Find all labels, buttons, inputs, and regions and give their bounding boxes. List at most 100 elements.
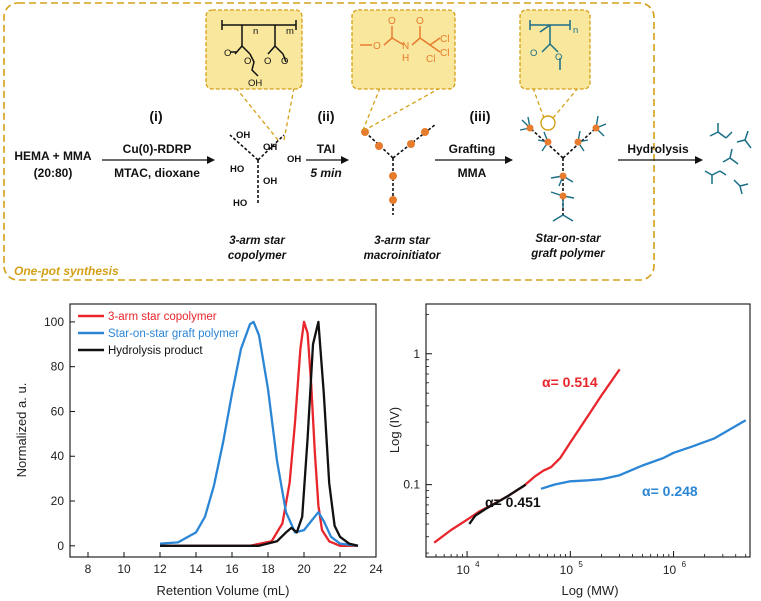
- callout3-connector: [532, 87, 579, 119]
- product3-line2: graft polymer: [530, 248, 605, 260]
- svg-text:OH: OH: [248, 78, 262, 89]
- alpha-label-hydrolysis: α= 0.451: [485, 494, 541, 510]
- svg-text:O: O: [416, 16, 424, 27]
- svg-text:O: O: [388, 16, 396, 27]
- sec-series-line-2: [160, 320, 359, 547]
- step-i-below: MTAC, dioxane: [114, 166, 200, 180]
- one-pot-frame: [3, 2, 655, 281]
- svg-text:n: n: [573, 25, 578, 36]
- sec-ytick-label: 100: [44, 315, 64, 329]
- mh-xtick-exponent: 4: [475, 560, 480, 569]
- sec-ylabel: Normalized a. u.: [14, 383, 29, 478]
- svg-text:Cl: Cl: [440, 34, 449, 45]
- callout-initiator-unit: O O N H O Cl Cl Cl: [351, 9, 456, 90]
- legend-label-hydrolysis: Hydrolysis product: [108, 345, 203, 357]
- mh-ytick-label: 1: [413, 347, 420, 361]
- oh-label-b: OH: [263, 142, 277, 153]
- step-iv-above: Hydrolysis: [627, 142, 689, 156]
- mh-xlabel: Log (MW): [561, 583, 618, 598]
- mh-series-line-1: [540, 419, 747, 490]
- svg-text:N: N: [402, 41, 409, 52]
- star-copolymer-structure: [229, 134, 285, 205]
- sec-xtick-label: 14: [189, 562, 203, 576]
- oh-label-c: OH: [287, 154, 301, 165]
- sec-xtick-label: 16: [225, 562, 239, 576]
- mark-houwink-chart: 10 4 10 5 10 6 0.1 1 Log (IV) Log (MW) α= 0.514…: [387, 303, 751, 598]
- step-i-above: Cu(0)-RDRP: [123, 142, 192, 156]
- mh-ticks: 10 4 10 5 10 6 0.1 1: [403, 313, 747, 577]
- sec-legend: 3-arm star copolymer Star-on-star graft …: [78, 311, 239, 357]
- alpha-label-graft: α= 0.248: [642, 483, 698, 499]
- sec-xtick-label: 18: [261, 562, 275, 576]
- synthesis-scheme: One-pot synthesis HEMA + MMA (20:80) (i)…: [3, 2, 752, 281]
- svg-text:O: O: [224, 48, 231, 59]
- oh-label-d: OH: [263, 176, 277, 187]
- oh-label-a: OH: [236, 130, 250, 141]
- svg-text:O: O: [244, 56, 251, 67]
- callout-copolymer-units: n m O O O O OH: [205, 9, 303, 90]
- macroinitiator-structure: [364, 123, 437, 215]
- mh-ylabel: Log (IV): [387, 407, 402, 453]
- step-iii-below: MMA: [458, 166, 487, 180]
- sec-xtick-label: 22: [333, 562, 347, 576]
- mh-xtick-label: 10: [456, 563, 470, 577]
- product1-line1: 3-arm star: [229, 235, 285, 247]
- sec-plot-frame: [69, 303, 377, 558]
- reactants-line1: HEMA + MMA: [14, 149, 92, 163]
- sec-ticks: 8 10 12 14 16 18 20 22 24 0 20 40 60 80 100: [44, 315, 383, 576]
- sec-ytick-label: 20: [51, 494, 65, 508]
- step-iii-numeral: (iii): [470, 108, 491, 124]
- mh-xtick-label: 10: [560, 563, 574, 577]
- svg-text:H: H: [402, 53, 409, 64]
- svg-text:O: O: [555, 52, 562, 63]
- sec-xlabel: Retention Volume (mL): [157, 583, 290, 598]
- mh-xtick-exponent: 5: [578, 560, 583, 569]
- mh-series-line-2: [468, 483, 527, 525]
- ho-label-b: HO: [233, 198, 247, 209]
- sec-series-line-1: [159, 320, 359, 547]
- graft-sites: [526, 124, 600, 200]
- callout-graft-unit: n O O: [519, 9, 591, 90]
- svg-text:n: n: [253, 26, 258, 37]
- sec-xtick-label: 10: [117, 562, 131, 576]
- alpha-label-copolymer: α= 0.514: [542, 374, 598, 390]
- sec-xtick-label: 24: [369, 562, 383, 576]
- graft-highlight-ring: [540, 115, 556, 131]
- step-ii-numeral: (ii): [317, 108, 334, 124]
- ho-label-a: HO: [230, 164, 244, 175]
- sec-series: [159, 320, 359, 547]
- step-i-numeral: (i): [149, 108, 162, 124]
- sec-xtick-label: 20: [297, 562, 311, 576]
- sec-ytick-label: 0: [57, 539, 64, 553]
- sec-series-line-0: [160, 320, 358, 547]
- sec-ytick-label: 80: [51, 360, 65, 374]
- sec-xtick-label: 8: [85, 562, 92, 576]
- svg-text:O: O: [373, 41, 381, 52]
- svg-text:Cl: Cl: [426, 54, 435, 65]
- callout2-connector: [362, 87, 441, 131]
- legend-label-graft: Star-on-star graft polymer: [108, 328, 239, 340]
- step-ii-above: TAI: [317, 142, 335, 156]
- product1-line2: copolymer: [228, 250, 287, 262]
- legend-label-copolymer: 3-arm star copolymer: [108, 311, 217, 323]
- step-ii-below: 5 min: [310, 166, 341, 180]
- sec-xtick-label: 12: [153, 562, 167, 576]
- mh-ytick-label: 0.1: [403, 478, 420, 492]
- initiator-sites: [361, 128, 429, 204]
- mh-series-line-0: [433, 368, 621, 544]
- mh-plot-frame: [425, 303, 751, 558]
- svg-text:O: O: [530, 48, 537, 59]
- sec-ytick-label: 60: [51, 404, 65, 418]
- sec-chart: 8 10 12 14 16 18 20 22 24 0 20 40 60 80 100 Normalized…: [14, 303, 383, 598]
- product3-line1: Star-on-star: [535, 233, 601, 245]
- product2-line1: 3-arm star: [374, 235, 430, 247]
- svg-text:Cl: Cl: [440, 48, 449, 59]
- reactants-line2: (20:80): [34, 166, 73, 180]
- callout1-connector: [235, 87, 295, 141]
- svg-text:m: m: [286, 26, 294, 37]
- sec-ytick-label: 40: [51, 449, 65, 463]
- hydrolysis-product-structure: [704, 123, 752, 195]
- mh-series: [433, 368, 747, 544]
- mh-xtick-label: 10: [663, 563, 677, 577]
